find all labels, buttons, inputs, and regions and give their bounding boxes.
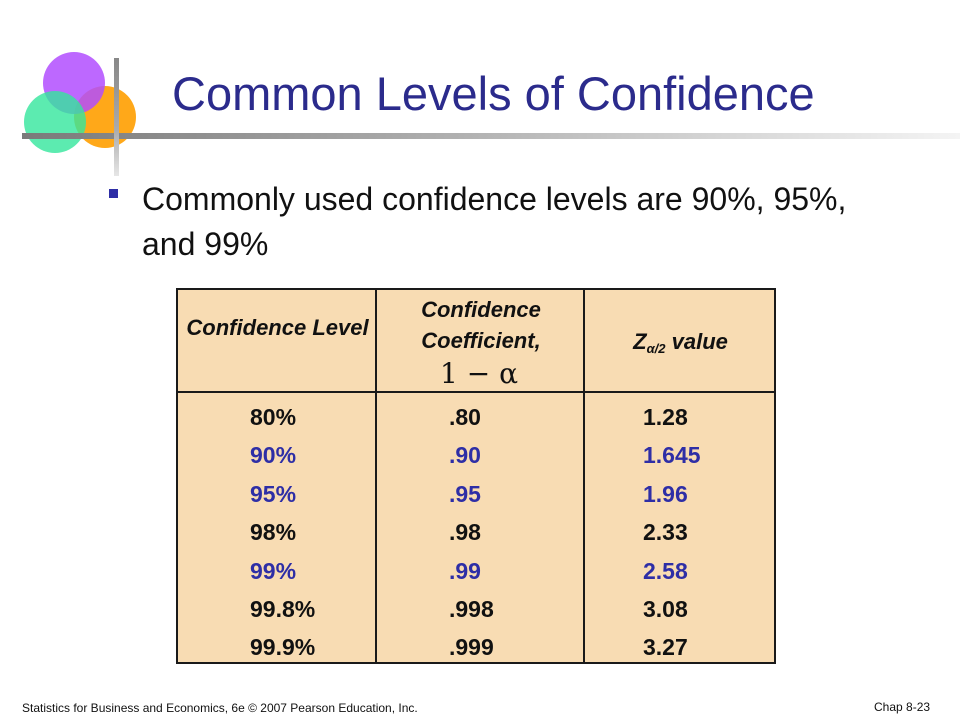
- table-cell-level: 99.8%: [250, 596, 316, 623]
- column-confidence-level: 80% 90% 95% 98% 99% 99.8% 99.9%: [250, 398, 315, 667]
- title-vertical-rule: [114, 58, 119, 176]
- table-cell-level: 99%: [250, 557, 297, 584]
- slide-title: Common Levels of Confidence: [172, 67, 815, 120]
- z-symbol: Z: [633, 329, 647, 354]
- table-cell-level: 80%: [250, 404, 297, 430]
- table-cell-coefficient: .80: [449, 404, 481, 430]
- table-cell-z: 1.96: [643, 480, 688, 507]
- footer-source: Statistics for Business and Economics, 6…: [22, 701, 418, 715]
- footer-page-number: Chap 8-23: [874, 700, 931, 714]
- table-cell-coefficient: .90: [449, 442, 481, 469]
- bullet-text: Commonly used confidence levels are 90%,…: [142, 181, 847, 262]
- table-cell-z: 3.08: [643, 596, 688, 623]
- table-cell-coefficient: .95: [449, 480, 481, 507]
- coefficient-formula: 1 − α: [440, 357, 518, 390]
- table-cell-z: 3.27: [643, 634, 688, 661]
- table-cell-coefficient: .998: [449, 596, 494, 623]
- column-divider: [375, 290, 377, 662]
- title-underline: [22, 133, 960, 139]
- header-divider: [178, 391, 774, 393]
- header-z-value: Zα/2 value: [585, 326, 776, 364]
- square-bullet-icon: [109, 189, 118, 198]
- z-value-label: value: [671, 329, 728, 354]
- column-confidence-coefficient: .80 .90 .95 .98 .99 .998 .999: [449, 398, 494, 667]
- table-cell-level: 95%: [250, 480, 297, 507]
- table-cell-z: 1.28: [643, 404, 688, 430]
- table-cell-z: 2.58: [643, 557, 688, 584]
- table-cell-level: 98%: [250, 519, 297, 546]
- column-divider: [583, 290, 585, 662]
- z-subscript: α/2: [646, 341, 666, 356]
- table-cell-coefficient: .999: [449, 634, 494, 661]
- confidence-table: Confidence Level Confidence Coefficient,…: [176, 288, 776, 664]
- header-confidence-coefficient: Confidence Coefficient,: [421, 297, 541, 353]
- header-confidence-level: Confidence Level: [186, 315, 369, 340]
- table-cell-z: 1.645: [643, 442, 701, 469]
- table-cell-coefficient: .98: [449, 519, 481, 546]
- table-cell-coefficient: .99: [449, 557, 481, 584]
- column-z-value: 1.28 1.645 1.96 2.33 2.58 3.08 3.27: [643, 398, 701, 667]
- overlapping-circles-logo: [24, 52, 136, 153]
- table-cell-level: 99.9%: [250, 634, 316, 661]
- table-cell-level: 90%: [250, 442, 297, 469]
- table-cell-z: 2.33: [643, 519, 688, 546]
